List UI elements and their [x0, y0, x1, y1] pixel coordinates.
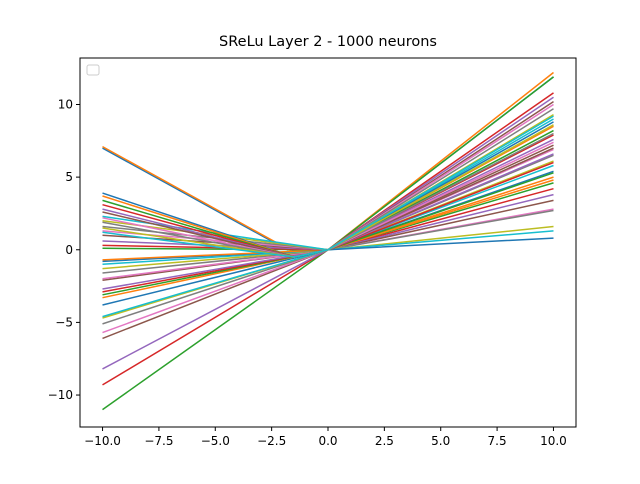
- series-lines: [102, 71, 554, 411]
- x-tick-label: −5.0: [201, 434, 230, 448]
- x-tick-label: −2.5: [257, 434, 286, 448]
- chart-title: SReLu Layer 2 - 1000 neurons: [219, 34, 437, 50]
- series-line: [102, 115, 554, 258]
- y-tick-label: −5: [55, 315, 73, 329]
- series-line: [102, 219, 554, 251]
- x-tick-label: −7.5: [144, 434, 173, 448]
- y-tick-label: 10: [58, 97, 73, 111]
- x-tick-label: 7.5: [488, 434, 507, 448]
- x-tick-label: 2.5: [375, 434, 394, 448]
- y-tick-label: 5: [65, 170, 73, 184]
- x-tick-label: −10.0: [84, 434, 121, 448]
- x-axis: −10.0 −7.5 −5.0 −2.5 0.0 2.5 5.0 7.5 10.0: [84, 427, 567, 448]
- legend-box: [86, 64, 100, 76]
- x-tick-label: 5.0: [431, 434, 450, 448]
- y-tick-label: 0: [65, 243, 73, 257]
- series-line: [102, 199, 554, 251]
- series-line: [102, 103, 554, 334]
- y-axis: −10 −5 0 5 10: [48, 97, 80, 402]
- x-tick-label: 0.0: [318, 434, 337, 448]
- x-tick-label: 10.0: [540, 434, 567, 448]
- y-tick-label: −10: [48, 388, 73, 402]
- series-line: [102, 125, 554, 299]
